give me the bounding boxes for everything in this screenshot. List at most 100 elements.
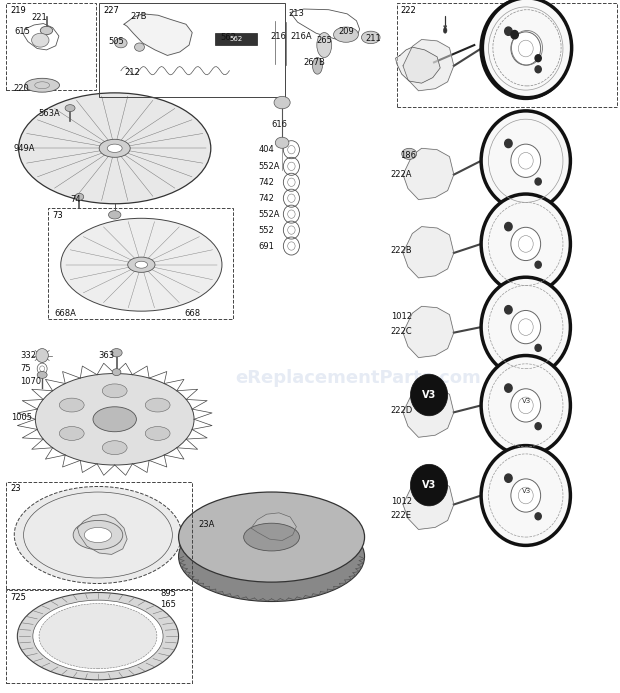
- Circle shape: [410, 374, 448, 416]
- Ellipse shape: [102, 441, 127, 455]
- Text: 227: 227: [103, 6, 119, 15]
- Text: 220: 220: [14, 85, 29, 93]
- Circle shape: [481, 194, 570, 294]
- Circle shape: [481, 277, 570, 377]
- Text: 742: 742: [259, 178, 275, 186]
- Ellipse shape: [317, 33, 332, 58]
- Polygon shape: [403, 227, 454, 278]
- Text: 691: 691: [259, 242, 275, 250]
- Text: V3: V3: [523, 488, 531, 493]
- Text: 27B: 27B: [130, 12, 147, 21]
- Text: 222C: 222C: [391, 327, 412, 335]
- Text: 221: 221: [31, 13, 46, 21]
- Text: 222E: 222E: [391, 511, 412, 520]
- Ellipse shape: [33, 600, 163, 672]
- Ellipse shape: [60, 426, 84, 441]
- Circle shape: [505, 474, 512, 482]
- Text: 212: 212: [124, 69, 140, 77]
- Ellipse shape: [24, 492, 172, 578]
- Circle shape: [482, 0, 572, 98]
- Text: V3: V3: [422, 390, 436, 400]
- Text: 725: 725: [10, 593, 26, 602]
- Ellipse shape: [179, 492, 365, 582]
- Bar: [6, 590, 192, 683]
- Circle shape: [505, 222, 512, 231]
- Ellipse shape: [19, 93, 211, 204]
- Text: 742: 742: [259, 194, 275, 202]
- Text: 209: 209: [338, 27, 353, 35]
- Text: 222D: 222D: [391, 407, 413, 415]
- Circle shape: [481, 446, 570, 545]
- Text: 213: 213: [288, 10, 304, 18]
- Text: 895: 895: [160, 590, 176, 598]
- Text: 404: 404: [259, 146, 274, 154]
- Ellipse shape: [274, 96, 290, 109]
- Text: 219: 219: [10, 6, 25, 15]
- Text: 265: 265: [316, 36, 332, 44]
- Ellipse shape: [443, 28, 447, 33]
- Ellipse shape: [65, 105, 75, 112]
- Text: 552A: 552A: [259, 210, 280, 218]
- Circle shape: [511, 479, 541, 512]
- Ellipse shape: [135, 261, 148, 268]
- Ellipse shape: [14, 486, 182, 584]
- Circle shape: [36, 349, 48, 362]
- Circle shape: [481, 356, 570, 455]
- Text: 74: 74: [70, 195, 81, 204]
- Text: 75: 75: [20, 365, 30, 373]
- Ellipse shape: [334, 27, 358, 42]
- Bar: [99, 3, 285, 97]
- Circle shape: [410, 464, 448, 506]
- Ellipse shape: [145, 426, 170, 441]
- Circle shape: [505, 27, 512, 35]
- Ellipse shape: [107, 144, 122, 152]
- Bar: [397, 3, 617, 107]
- Ellipse shape: [102, 384, 127, 398]
- Polygon shape: [403, 306, 454, 358]
- Text: 562: 562: [229, 36, 242, 42]
- Ellipse shape: [145, 398, 170, 412]
- Text: 23: 23: [10, 484, 20, 493]
- Circle shape: [505, 139, 512, 148]
- Text: 267B: 267B: [304, 58, 326, 67]
- Polygon shape: [124, 14, 192, 55]
- Circle shape: [535, 55, 541, 62]
- Ellipse shape: [73, 520, 123, 550]
- Ellipse shape: [61, 218, 222, 311]
- Text: 165: 165: [160, 600, 176, 608]
- Ellipse shape: [361, 31, 380, 44]
- Ellipse shape: [75, 193, 84, 200]
- Ellipse shape: [402, 148, 417, 159]
- Text: V3: V3: [523, 398, 531, 403]
- Text: 73: 73: [52, 211, 63, 220]
- FancyBboxPatch shape: [215, 33, 257, 45]
- Text: 668A: 668A: [55, 310, 76, 318]
- Circle shape: [535, 261, 541, 268]
- Circle shape: [535, 66, 541, 73]
- Polygon shape: [251, 513, 296, 541]
- Text: 563A: 563A: [38, 109, 60, 118]
- Text: 505: 505: [108, 37, 124, 46]
- Circle shape: [535, 344, 541, 351]
- Polygon shape: [403, 40, 454, 91]
- Circle shape: [505, 384, 512, 392]
- Text: 216A: 216A: [290, 33, 312, 41]
- Circle shape: [511, 389, 541, 422]
- Text: eReplacementParts.com: eReplacementParts.com: [236, 369, 481, 387]
- Circle shape: [535, 423, 541, 430]
- Circle shape: [511, 227, 541, 261]
- Circle shape: [511, 32, 541, 65]
- Text: 949A: 949A: [14, 144, 35, 152]
- Text: 222: 222: [401, 6, 416, 15]
- Polygon shape: [403, 478, 454, 529]
- Circle shape: [481, 0, 570, 98]
- Ellipse shape: [39, 604, 157, 669]
- Ellipse shape: [35, 374, 194, 465]
- Ellipse shape: [37, 371, 47, 378]
- Ellipse shape: [93, 407, 136, 432]
- Text: 222A: 222A: [391, 170, 412, 179]
- Ellipse shape: [108, 211, 121, 219]
- Polygon shape: [396, 47, 440, 83]
- Ellipse shape: [244, 523, 299, 551]
- Ellipse shape: [84, 527, 112, 543]
